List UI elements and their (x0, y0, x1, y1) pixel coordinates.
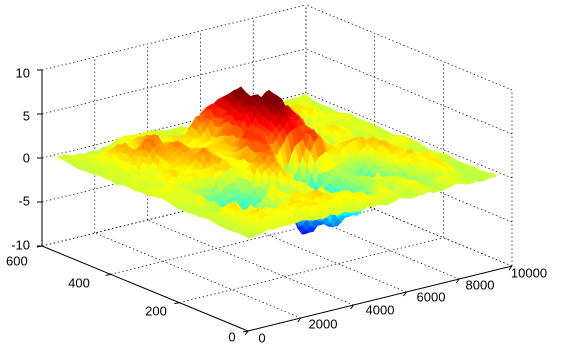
y-axis-line (41, 245, 249, 332)
grid-line (305, 48, 513, 135)
x-tick-label: 2000 (309, 316, 338, 331)
grid-line (110, 208, 375, 275)
grid-line (94, 232, 301, 319)
grid-line (305, 4, 513, 91)
y-tick-mark (242, 330, 249, 333)
grid-line (200, 206, 407, 293)
y-tick-label: 400 (68, 275, 90, 290)
x-tick-mark (455, 278, 460, 284)
y-tick-mark (105, 273, 111, 276)
x-tick-label: 0 (258, 330, 265, 345)
y-tick-label: 200 (145, 303, 167, 318)
z-tick-label: -5 (18, 193, 30, 208)
surface-mesh (56, 86, 498, 239)
x-tick-mark (297, 317, 302, 323)
x-tick-label: 8000 (466, 277, 495, 292)
grid-line (305, 180, 513, 267)
x-tick-label: 6000 (417, 289, 446, 304)
x-tick-label: 10000 (511, 265, 547, 280)
grid-line (147, 219, 354, 306)
x-tick-mark (244, 330, 249, 336)
surface-patch (489, 173, 498, 178)
y-tick-label: 600 (6, 253, 28, 268)
grid-line (41, 4, 307, 71)
y-tick-mark (174, 302, 180, 305)
tick-labels: 10 5 0 -5 -10 600 400 200 0 0 2000 4000 … (6, 65, 547, 345)
grid-line (41, 136, 307, 203)
x-tick-mark (350, 304, 355, 310)
grid-line (41, 48, 307, 115)
grid-line (305, 136, 513, 223)
x-tick-mark (402, 291, 407, 297)
x-axis-line (247, 265, 513, 332)
grid-line (41, 180, 307, 247)
z-tick-label: 5 (23, 108, 30, 123)
y-tick-label: 0 (228, 329, 235, 344)
axes-box (36, 69, 513, 336)
grid-line (253, 193, 460, 280)
z-tick-label: 10 (16, 65, 30, 80)
z-tick-label: -10 (11, 237, 30, 252)
grid-line (41, 92, 307, 159)
x-tick-label: 4000 (366, 302, 395, 317)
grid-line (179, 237, 444, 304)
x-tick-mark (508, 265, 513, 271)
z-tick-label: 0 (23, 150, 30, 165)
grid-line (305, 92, 513, 179)
